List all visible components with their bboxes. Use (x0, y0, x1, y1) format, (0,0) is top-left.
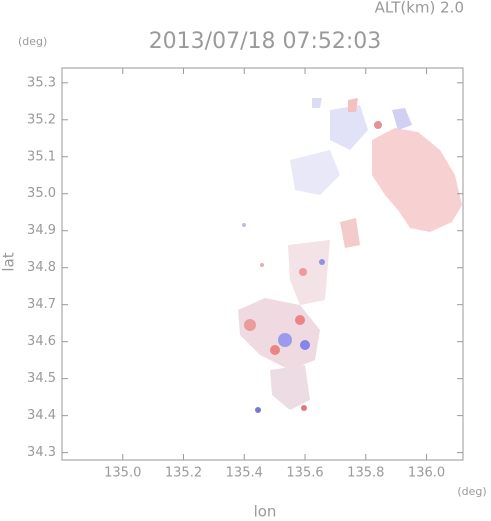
y-tick-label: 34.3 (27, 445, 56, 460)
y-tick-label: 35.0 (27, 186, 56, 201)
y-tick-label: 34.6 (27, 334, 56, 349)
y-tick-label: 35.1 (27, 149, 56, 164)
y-tick-label: 34.8 (27, 260, 56, 275)
x-tick-label: 136.0 (408, 466, 445, 481)
x-axis-label: lon (254, 503, 277, 521)
plot-frame (61, 67, 464, 461)
y-tick-label: 34.4 (27, 408, 56, 423)
chart-title: 2013/07/18 07:52:03 (149, 29, 382, 54)
x-tick-label: 135.6 (286, 466, 323, 481)
radar-field (238, 98, 462, 413)
y-tick-label: 34.5 (27, 371, 56, 386)
x-tick-label: 135.0 (104, 466, 141, 481)
y-axis-label: lat (0, 252, 18, 271)
y-unit: (deg) (18, 35, 47, 48)
y-tick-label: 35.2 (27, 112, 56, 127)
y-tick-label: 35.3 (27, 75, 56, 90)
x-unit: (deg) (457, 485, 486, 498)
x-tick-label: 135.8 (347, 466, 384, 481)
y-tick-label: 34.7 (27, 297, 56, 312)
altitude-label: ALT(km) 2.0 (375, 0, 464, 17)
x-tick-label: 135.2 (165, 466, 202, 481)
x-tick-label: 135.4 (226, 466, 263, 481)
y-tick-label: 34.9 (27, 223, 56, 238)
